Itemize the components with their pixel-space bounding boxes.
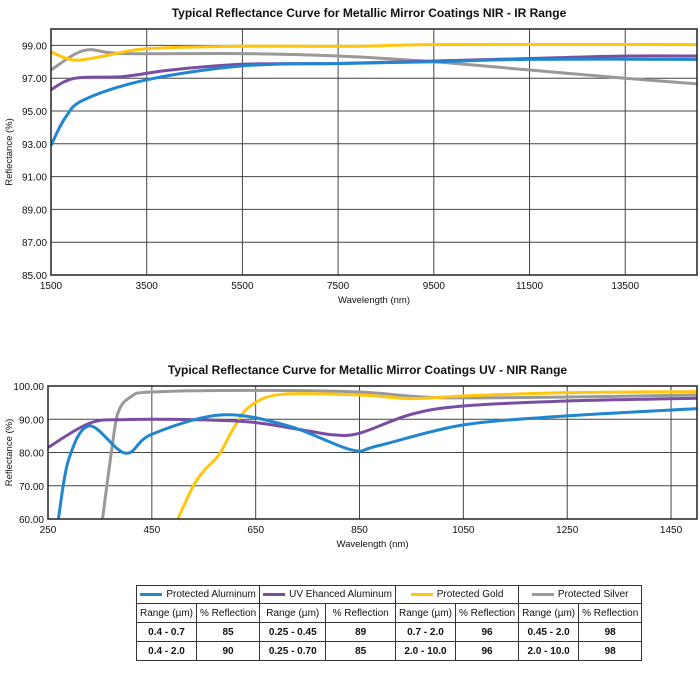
legend-protected-aluminum: Protected Aluminum: [135, 585, 261, 604]
y-tick-label: 95.00: [22, 107, 47, 118]
y-tick-label: 89.00: [22, 205, 47, 216]
x-tick-label: 1250: [556, 525, 579, 536]
table-row: 0.4 - 2.0 90 0.25 - 0.70 85 2.0 - 10.0 96 2…: [136, 641, 643, 661]
legend-protected-silver: Protected Silver: [518, 585, 643, 604]
cell: 0.4 - 0.7: [136, 622, 197, 642]
col-header: Range (µm): [518, 603, 580, 623]
cell: 0.4 - 2.0: [136, 641, 197, 661]
y-axis-label: Reflectance (%): [4, 118, 15, 186]
y-tick-label: 70.00: [19, 482, 44, 493]
x-tick-label: 9500: [423, 281, 446, 292]
col-header: Range (µm): [259, 603, 327, 623]
series-line-uv-ehanced-aluminum: [51, 54, 697, 92]
col-header: % Reflection: [578, 603, 643, 623]
x-tick-label: 11500: [516, 281, 544, 292]
cell: 2.0 - 10.0: [518, 641, 580, 661]
silver-swatch: [531, 592, 554, 596]
cell: 98: [578, 641, 643, 661]
y-axis-label: Reflectance (%): [4, 419, 15, 487]
y-tick-label: 97.00: [22, 74, 47, 85]
cell: 2.0 - 10.0: [394, 641, 456, 661]
y-tick-label: 90.00: [19, 415, 44, 426]
y-tick-label: 99.00: [22, 41, 47, 52]
x-tick-label: 5500: [231, 281, 254, 292]
cell: 0.25 - 0.70: [259, 641, 327, 661]
x-tick-label: 650: [247, 525, 264, 536]
x-tick-label: 450: [143, 525, 160, 536]
y-tick-label: 87.00: [22, 238, 47, 249]
plot-frame: [47, 385, 698, 520]
y-tick-label: 91.00: [22, 173, 47, 184]
legend-protected-gold: Protected Gold: [394, 585, 520, 604]
cell: 98: [578, 622, 643, 642]
x-axis-label: Wavelength (nm): [338, 295, 410, 306]
reflectance-charts: Typical Reflectance Curve for Metallic M…: [4, 6, 698, 550]
col-header: % Reflection: [325, 603, 396, 623]
plot-frame: [50, 28, 698, 276]
col-header: % Reflection: [195, 603, 261, 623]
col-header: % Reflection: [454, 603, 520, 623]
cell: 89: [325, 622, 396, 642]
cell: 96: [454, 641, 520, 661]
col-header: Range (µm): [394, 603, 456, 623]
legend-uv-aluminum: UV Ehanced Aluminum: [259, 585, 396, 604]
group-label: Protected Aluminum: [166, 589, 256, 600]
x-tick-label: 7500: [327, 281, 350, 292]
x-tick-label: 850: [351, 525, 368, 536]
aluminum-swatch: [140, 592, 163, 596]
y-tick-label: 100.00: [13, 382, 44, 393]
cell: 85: [325, 641, 396, 661]
series-line-protected-silver: [51, 48, 697, 86]
x-tick-label: 3500: [136, 281, 159, 292]
series-line-protected-gold: [176, 390, 697, 519]
x-tick-label: 1500: [40, 281, 63, 292]
y-tick-label: 80.00: [19, 449, 44, 460]
cell: 96: [454, 622, 520, 642]
chart-title: Typical Reflectance Curve for Metallic M…: [172, 6, 567, 20]
x-tick-label: 13500: [611, 281, 639, 292]
uv-aluminum-swatch: [263, 592, 286, 596]
group-label: Protected Gold: [436, 589, 504, 600]
x-axis-label: Wavelength (nm): [337, 539, 409, 550]
x-tick-label: 250: [40, 525, 57, 536]
y-tick-label: 60.00: [19, 515, 44, 526]
series-line-uv-ehanced-aluminum: [48, 396, 697, 449]
col-header: Range (µm): [136, 603, 197, 623]
table-header-row: Range (µm)% Reflection Range (µm)% Refle…: [136, 603, 643, 623]
cell: 85: [195, 622, 261, 642]
x-tick-label: 1450: [660, 525, 683, 536]
series-line-protected-gold: [51, 42, 697, 62]
group-label: UV Ehanced Aluminum: [289, 589, 392, 600]
gold-swatch: [410, 592, 433, 596]
cell: 0.7 - 2.0: [394, 622, 456, 642]
chart-title: Typical Reflectance Curve for Metallic M…: [168, 363, 568, 377]
cell: 0.45 - 2.0: [518, 622, 580, 642]
y-tick-label: 85.00: [22, 271, 47, 282]
x-tick-label: 1050: [452, 525, 475, 536]
table-row: 0.4 - 0.7 85 0.25 - 0.45 89 0.7 - 2.0 96 0.…: [136, 622, 643, 642]
series-line-protected-aluminum: [51, 57, 697, 147]
cell: 90: [195, 641, 261, 661]
group-label: Protected Silver: [557, 589, 629, 600]
reflection-table: Protected Aluminum UV Ehanced Aluminum P…: [135, 585, 643, 661]
series-line-protected-aluminum: [56, 407, 697, 519]
series-line-protected-silver: [101, 388, 697, 519]
cell: 0.25 - 0.45: [259, 622, 327, 642]
y-tick-label: 93.00: [22, 140, 47, 151]
